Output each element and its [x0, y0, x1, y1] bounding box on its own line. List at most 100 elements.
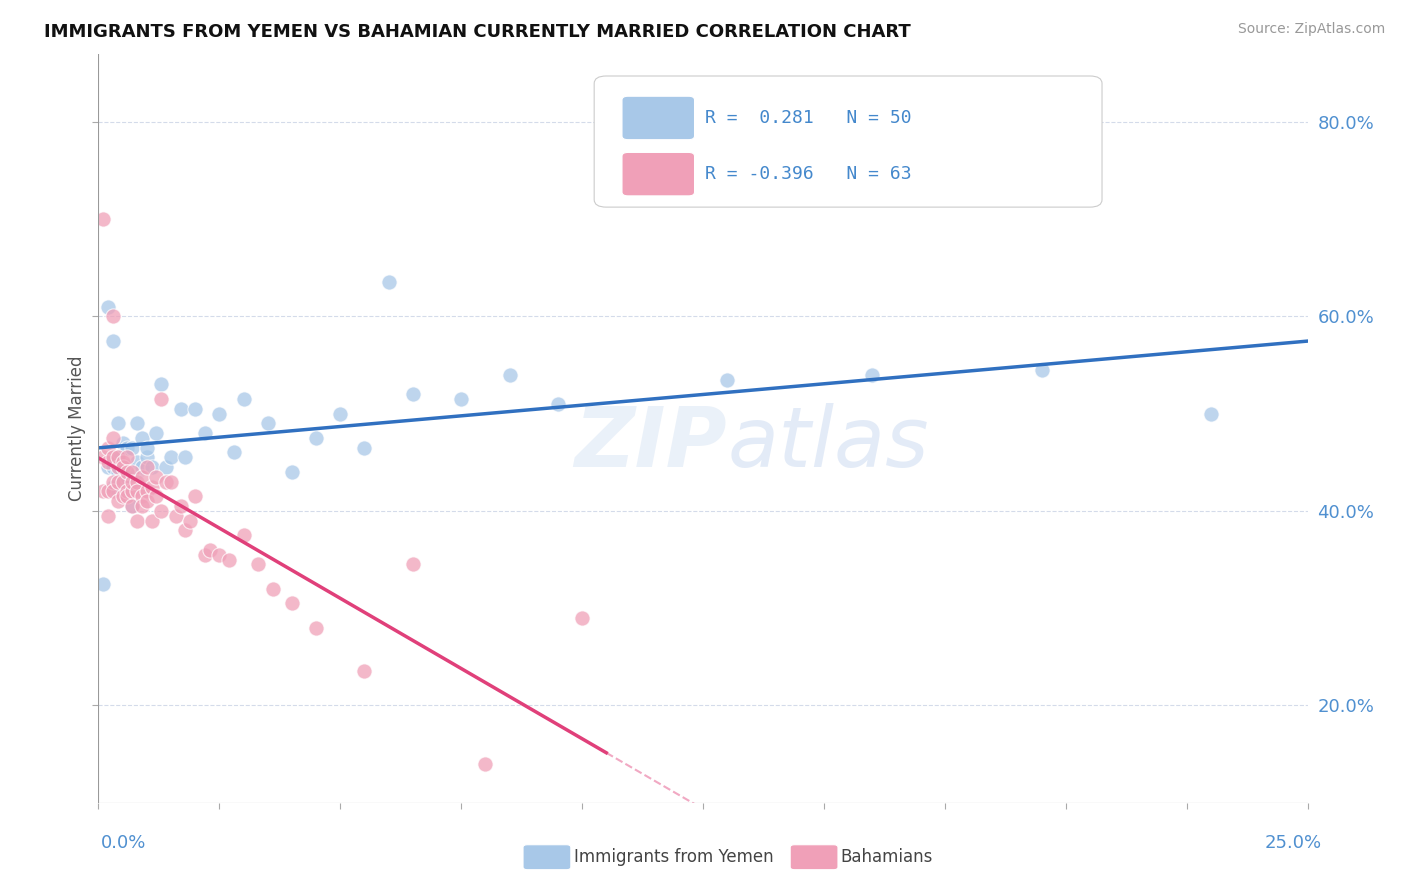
Point: [127, 465, 149, 479]
Point: [121, 475, 143, 489]
Point: [165, 508, 187, 523]
Point: [121, 484, 143, 499]
Point: [305, 621, 328, 635]
Y-axis label: Currently Married: Currently Married: [67, 355, 86, 501]
Point: [262, 582, 284, 596]
Point: [232, 392, 254, 406]
Point: [450, 392, 472, 406]
Point: [117, 470, 139, 484]
Point: [97, 300, 120, 314]
Point: [117, 441, 139, 455]
Point: [174, 524, 197, 538]
Point: [155, 460, 177, 475]
Point: [247, 558, 270, 572]
Point: [141, 479, 163, 493]
Point: [131, 470, 153, 484]
Point: [1031, 363, 1053, 377]
Text: ZIP: ZIP: [575, 402, 727, 483]
Point: [127, 455, 149, 469]
Point: [198, 542, 221, 557]
FancyBboxPatch shape: [621, 153, 695, 196]
Point: [101, 310, 124, 324]
Point: [91, 450, 114, 465]
Point: [117, 465, 139, 479]
Point: [222, 445, 245, 459]
Point: [135, 441, 157, 455]
Point: [150, 392, 173, 406]
FancyBboxPatch shape: [621, 96, 695, 140]
Point: [329, 407, 352, 421]
Point: [402, 387, 425, 401]
Text: 25.0%: 25.0%: [1264, 834, 1322, 852]
Text: Immigrants from Yemen: Immigrants from Yemen: [574, 848, 773, 866]
Point: [145, 425, 167, 440]
FancyBboxPatch shape: [595, 76, 1102, 207]
Point: [117, 450, 139, 465]
Point: [160, 475, 183, 489]
Point: [547, 397, 569, 411]
Point: [184, 401, 207, 416]
Point: [101, 450, 124, 465]
Point: [179, 514, 201, 528]
Point: [194, 548, 217, 562]
Point: [402, 558, 425, 572]
Point: [135, 460, 157, 475]
Point: [145, 470, 167, 484]
Point: [107, 465, 129, 479]
Point: [194, 425, 217, 440]
Point: [377, 275, 399, 289]
Point: [141, 514, 163, 528]
Point: [218, 552, 240, 566]
Text: atlas: atlas: [727, 402, 929, 483]
Point: [111, 475, 134, 489]
Point: [117, 489, 139, 503]
Text: Bahamians: Bahamians: [841, 848, 934, 866]
Point: [91, 577, 114, 591]
Point: [111, 489, 134, 503]
Text: R =  0.281   N = 50: R = 0.281 N = 50: [706, 109, 912, 127]
Point: [141, 460, 163, 475]
Point: [97, 484, 120, 499]
Text: 0.0%: 0.0%: [101, 834, 146, 852]
Point: [97, 460, 120, 475]
Point: [498, 368, 520, 382]
Point: [121, 465, 143, 479]
Point: [101, 460, 124, 475]
Point: [1199, 407, 1222, 421]
Point: [256, 417, 278, 431]
Point: [281, 596, 304, 610]
Point: [117, 460, 139, 475]
Point: [150, 377, 173, 392]
Point: [131, 499, 153, 513]
Point: [111, 435, 134, 450]
Point: [121, 499, 143, 513]
Point: [160, 450, 183, 465]
Point: [91, 484, 114, 499]
Point: [97, 455, 120, 469]
Point: [145, 489, 167, 503]
Point: [121, 441, 143, 455]
Point: [121, 499, 143, 513]
Point: [131, 460, 153, 475]
Point: [135, 494, 157, 508]
Point: [97, 508, 120, 523]
Point: [107, 450, 129, 465]
Point: [111, 475, 134, 489]
Point: [135, 484, 157, 499]
Text: IMMIGRANTS FROM YEMEN VS BAHAMIAN CURRENTLY MARRIED CORRELATION CHART: IMMIGRANTS FROM YEMEN VS BAHAMIAN CURREN…: [44, 23, 911, 41]
Point: [208, 407, 231, 421]
Point: [111, 460, 134, 475]
Point: [281, 465, 304, 479]
Point: [127, 484, 149, 499]
Point: [232, 528, 254, 542]
Point: [174, 450, 197, 465]
Point: [716, 372, 738, 386]
Point: [101, 334, 124, 348]
Point: [184, 489, 207, 503]
Point: [127, 514, 149, 528]
Point: [208, 548, 231, 562]
Point: [101, 484, 124, 499]
Point: [474, 756, 496, 771]
Point: [101, 479, 124, 493]
Point: [353, 665, 375, 679]
